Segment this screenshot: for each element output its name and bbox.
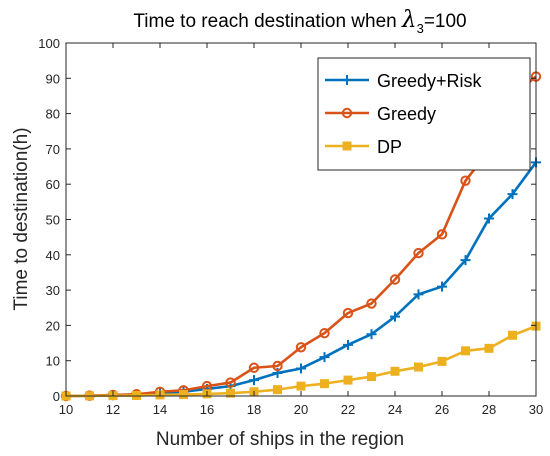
data-point-dp <box>132 390 141 400</box>
data-point-greedy-risk <box>413 289 424 300</box>
data-point-dp <box>414 362 423 372</box>
x-axis-label: Number of ships in the region <box>156 429 404 450</box>
x-tick-label: 12 <box>106 402 120 417</box>
y-tick-label: 90 <box>46 71 60 86</box>
data-point-greedy <box>342 307 354 319</box>
data-point-dp <box>296 381 306 391</box>
data-point-greedy-risk <box>296 363 306 374</box>
chart-title-prefix: Time to reach destination when <box>133 11 402 32</box>
data-point-greedy <box>436 229 448 240</box>
y-tick-label: 60 <box>46 177 60 192</box>
legend-marker-greedy-risk <box>342 75 352 85</box>
data-point-greedy-risk <box>319 352 330 363</box>
data-point-dp <box>179 390 188 400</box>
chart-title-suffix: =100 <box>424 11 467 32</box>
data-point-greedy <box>248 362 260 373</box>
y-tick-label: 50 <box>46 213 60 228</box>
legend-marker-dp <box>342 141 352 151</box>
legend-entry-greedy-risk: Greedy+Risk <box>325 71 483 91</box>
data-point-dp <box>437 356 447 366</box>
data-point-dp <box>390 366 400 376</box>
y-tick-label: 80 <box>46 107 60 122</box>
chart-title-symbol: λ <box>401 7 417 33</box>
data-point-dp <box>461 346 470 356</box>
data-point-greedy-risk <box>437 281 447 292</box>
data-point-dp <box>226 388 235 398</box>
y-tick-label: 30 <box>46 283 60 298</box>
y-tick-label: 20 <box>46 318 60 333</box>
y-tick-label: 10 <box>46 354 60 369</box>
legend: Greedy+Risk Greedy DP <box>317 57 531 171</box>
legend-label-greedy: Greedy <box>377 104 436 124</box>
data-point-dp <box>273 385 282 395</box>
x-tick-label: 18 <box>247 402 261 417</box>
x-tick-label: 20 <box>294 402 308 417</box>
x-tick-label: 28 <box>482 402 496 417</box>
data-point-greedy <box>295 342 307 353</box>
legend-label-dp: DP <box>377 137 402 157</box>
legend-marker-greedy <box>341 107 353 119</box>
data-point-dp <box>508 330 517 340</box>
data-point-greedy <box>460 175 471 186</box>
y-tick-label: 40 <box>46 248 60 263</box>
data-point-greedy-risk <box>366 329 377 340</box>
x-tick-label: 14 <box>153 402 167 417</box>
data-point-greedy <box>389 274 401 285</box>
data-point-greedy <box>319 327 330 339</box>
legend-entry-dp: DP <box>325 137 402 157</box>
axes-layer <box>65 42 537 397</box>
data-point-greedy-risk <box>249 375 259 386</box>
series-line-greedy <box>65 75 537 398</box>
y-axis-label: Time to destination(h) <box>11 127 32 310</box>
x-tick-label: 10 <box>59 402 73 417</box>
y-tick-label: 0 <box>53 389 60 404</box>
x-tick-label: 16 <box>200 402 214 417</box>
data-point-greedy <box>272 360 283 372</box>
data-point-greedy-risk <box>507 189 518 200</box>
x-tick-label: 24 <box>388 402 402 417</box>
x-tick-label: 22 <box>341 402 355 417</box>
data-point-greedy <box>366 298 377 309</box>
x-tick-label: 26 <box>435 402 449 417</box>
x-tick-label: 30 <box>529 402 543 417</box>
data-point-greedy <box>225 377 236 388</box>
data-point-greedy-risk <box>343 339 353 350</box>
chart-title-subscript: 3 <box>417 21 424 36</box>
data-point-dp <box>367 372 376 382</box>
chart-title: Time to reach destination when λ3=100 <box>133 7 466 36</box>
legend-entry-greedy: Greedy <box>325 104 436 124</box>
data-point-dp <box>343 375 353 385</box>
data-point-greedy-risk <box>390 311 400 322</box>
y-tick-label: 70 <box>46 142 60 157</box>
legend-label-greedy-risk: Greedy+Risk <box>377 71 483 91</box>
data-point-dp <box>484 343 494 353</box>
y-tick-label: 100 <box>38 36 60 51</box>
data-point-greedy <box>413 247 424 259</box>
data-point-greedy-risk <box>484 213 494 224</box>
data-point-dp <box>320 379 329 389</box>
tick-labels: 10 12 14 16 18 20 22 24 26 28 30010203040506070809… <box>38 36 543 417</box>
data-point-greedy-risk <box>460 255 471 266</box>
